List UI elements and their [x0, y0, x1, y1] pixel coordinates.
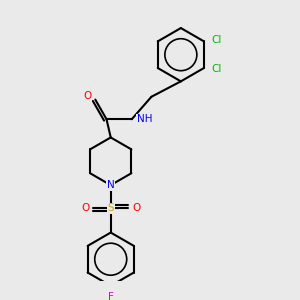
Text: N: N — [107, 180, 115, 190]
Text: Cl: Cl — [212, 64, 222, 74]
Text: F: F — [108, 292, 114, 300]
Text: S: S — [107, 203, 114, 213]
Text: O: O — [84, 91, 92, 101]
Text: O: O — [132, 203, 141, 213]
Text: NH: NH — [137, 114, 152, 124]
Text: O: O — [81, 203, 89, 213]
Text: Cl: Cl — [212, 35, 222, 45]
